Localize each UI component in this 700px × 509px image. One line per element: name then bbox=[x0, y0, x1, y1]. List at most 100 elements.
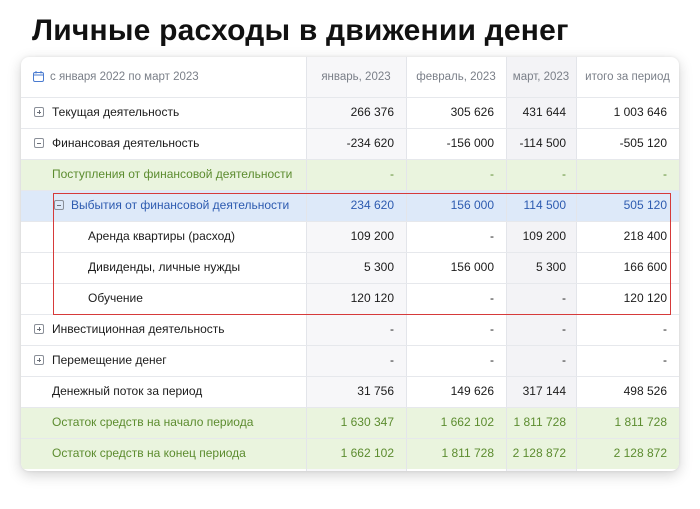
row-label: Перемещение денег bbox=[52, 353, 167, 367]
grid-line bbox=[506, 57, 507, 471]
collapse-minus-icon[interactable] bbox=[54, 200, 64, 210]
cell-total: 218 400 bbox=[623, 229, 667, 243]
row-label: Денежный поток за период bbox=[52, 384, 203, 398]
row-label: Поступления от финансовой деятельности bbox=[52, 167, 293, 181]
cell-total: - bbox=[663, 322, 667, 336]
cell-jan: 5 300 bbox=[363, 260, 394, 274]
cell-total: - bbox=[663, 353, 667, 367]
cell-mar: 114 500 bbox=[523, 198, 567, 212]
row-label: Обучение bbox=[88, 291, 143, 305]
grid-line bbox=[21, 190, 679, 191]
grid-line bbox=[21, 283, 679, 284]
cell-mar: - bbox=[562, 167, 566, 181]
table-row[interactable]: Финансовая деятельность -234 620 -156 00… bbox=[21, 128, 679, 159]
page-title: Личные расходы в движении денег bbox=[32, 14, 569, 47]
cell-total: 1 811 728 bbox=[614, 415, 668, 429]
grid-line bbox=[406, 57, 407, 471]
expand-plus-icon[interactable] bbox=[34, 107, 44, 117]
grid-line bbox=[21, 128, 679, 129]
cell-feb: - bbox=[490, 229, 494, 243]
table-row[interactable]: Дивиденды, личные нужды 5 300 156 000 5 … bbox=[21, 252, 679, 283]
row-label: Текущая деятельность bbox=[52, 105, 180, 119]
cell-total: 505 120 bbox=[623, 198, 667, 212]
cell-feb: 1 811 728 bbox=[441, 446, 495, 460]
cell-total: 2 128 872 bbox=[613, 446, 667, 460]
collapse-minus-icon[interactable] bbox=[34, 138, 44, 148]
cell-feb: 1 662 102 bbox=[440, 415, 494, 429]
cell-total: 498 526 bbox=[623, 384, 667, 398]
grid-line bbox=[21, 97, 679, 98]
grid-line bbox=[21, 376, 679, 377]
cell-mar: -114 500 bbox=[519, 136, 566, 150]
period-selector[interactable]: с января 2022 по март 2023 bbox=[50, 71, 199, 83]
table-row[interactable]: Остаток средств на конец периода 1 662 1… bbox=[21, 438, 679, 469]
cell-feb: 156 000 bbox=[450, 198, 494, 212]
row-label: Финансовая деятельность bbox=[52, 136, 200, 150]
cell-feb: - bbox=[490, 353, 494, 367]
column-header-mar[interactable]: март, 2023 bbox=[512, 71, 570, 83]
row-label: Остаток средств на начало периода bbox=[52, 415, 254, 429]
grid-line bbox=[576, 57, 577, 471]
table-header: с января 2022 по март 2023 январь, 2023 … bbox=[21, 57, 679, 97]
cell-jan: 234 620 bbox=[350, 198, 394, 212]
cell-feb: - bbox=[490, 291, 494, 305]
cell-jan: 1 630 347 bbox=[340, 415, 394, 429]
row-label: Остаток средств на конец периода bbox=[52, 446, 246, 460]
row-label: Аренда квартиры (расход) bbox=[88, 229, 236, 243]
grid-line bbox=[21, 345, 679, 346]
expand-plus-icon[interactable] bbox=[34, 355, 44, 365]
table-row[interactable]: Текущая деятельность 266 376 305 626 431… bbox=[21, 97, 679, 128]
cell-mar: 1 811 728 bbox=[513, 415, 567, 429]
row-label: Инвестиционная деятельность bbox=[52, 322, 225, 336]
cell-jan: 120 120 bbox=[350, 291, 394, 305]
cell-mar: 431 644 bbox=[522, 105, 566, 119]
table-row[interactable]: Денежный поток за период 31 756 149 626 … bbox=[21, 376, 679, 407]
cell-total: -505 120 bbox=[619, 136, 667, 150]
table-row[interactable]: Выбытия от финансовой деятельности 234 6… bbox=[21, 190, 679, 221]
cell-mar: - bbox=[562, 291, 566, 305]
table-row[interactable]: Остаток средств на начало периода 1 630 … bbox=[21, 407, 679, 438]
grid-line bbox=[306, 57, 307, 471]
cell-jan: 31 756 bbox=[357, 384, 394, 398]
cell-jan: 266 376 bbox=[350, 105, 394, 119]
cell-feb: 305 626 bbox=[450, 105, 494, 119]
cell-feb: - bbox=[490, 167, 494, 181]
table-row[interactable]: Аренда квартиры (расход) 109 200 - 109 2… bbox=[21, 221, 679, 252]
cell-total: - bbox=[663, 167, 667, 181]
cell-total: 120 120 bbox=[623, 291, 667, 305]
cell-jan: - bbox=[390, 353, 394, 367]
column-header-jan[interactable]: январь, 2023 bbox=[321, 71, 391, 83]
cash-flow-table: с января 2022 по март 2023 январь, 2023 … bbox=[21, 57, 679, 471]
column-header-feb[interactable]: февраль, 2023 bbox=[416, 71, 496, 83]
grid-line bbox=[21, 407, 679, 408]
cell-jan: -234 620 bbox=[346, 136, 394, 150]
cell-mar: 2 128 872 bbox=[512, 446, 566, 460]
cell-total: 1 003 646 bbox=[613, 105, 667, 119]
cell-mar: 109 200 bbox=[522, 229, 566, 243]
cell-jan: - bbox=[390, 167, 394, 181]
column-bg-mar bbox=[506, 57, 576, 471]
column-bg-jan bbox=[306, 57, 406, 471]
grid-line bbox=[21, 438, 679, 439]
cell-feb: -156 000 bbox=[446, 136, 494, 150]
cell-feb: 149 626 bbox=[450, 384, 494, 398]
column-header-total[interactable]: итого за период bbox=[585, 71, 670, 83]
expand-plus-icon[interactable] bbox=[34, 324, 44, 334]
grid-line bbox=[21, 252, 679, 253]
cell-jan: 109 200 bbox=[350, 229, 394, 243]
cell-jan: - bbox=[390, 322, 394, 336]
table-row[interactable]: Обучение 120 120 - - 120 120 bbox=[21, 283, 679, 314]
cell-jan: 1 662 102 bbox=[340, 446, 394, 460]
grid-line bbox=[21, 221, 679, 222]
cell-mar: 5 300 bbox=[535, 260, 566, 274]
table-row[interactable]: Инвестиционная деятельность - - - - bbox=[21, 314, 679, 345]
table-row[interactable]: Поступления от финансовой деятельности -… bbox=[21, 159, 679, 190]
table-row[interactable]: Перемещение денег - - - - bbox=[21, 345, 679, 376]
cell-mar: 317 144 bbox=[522, 384, 566, 398]
cell-mar: - bbox=[562, 322, 566, 336]
grid-line bbox=[21, 159, 679, 160]
row-label: Выбытия от финансовой деятельности bbox=[71, 198, 290, 212]
row-label: Дивиденды, личные нужды bbox=[88, 260, 241, 274]
calendar-icon[interactable] bbox=[33, 71, 44, 82]
grid-line bbox=[21, 314, 679, 315]
